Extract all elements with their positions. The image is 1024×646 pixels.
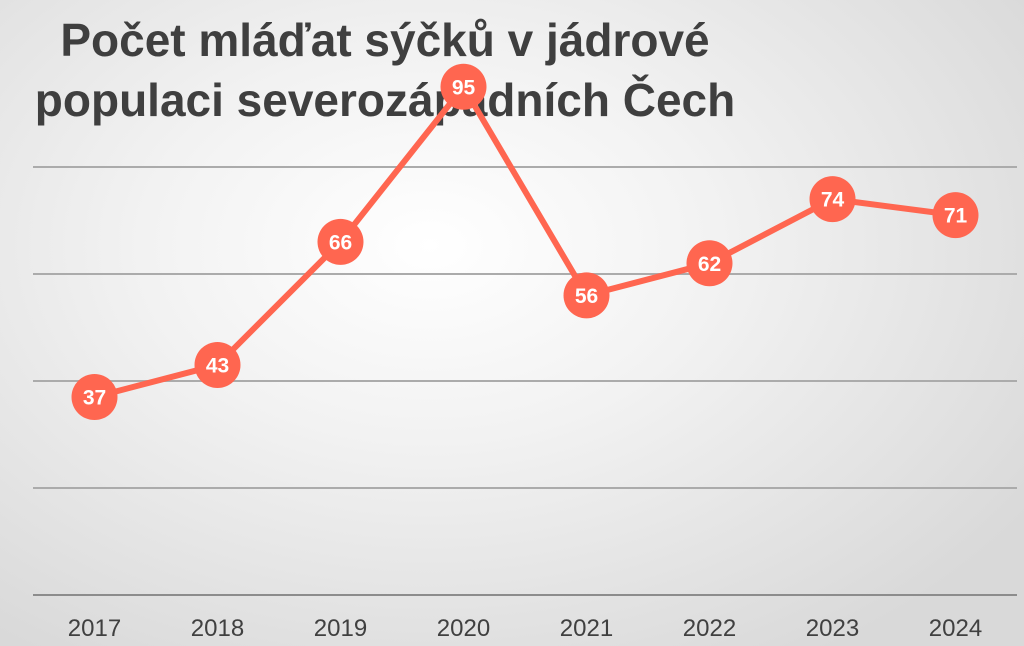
x-tick-label: 2023 bbox=[806, 615, 859, 642]
data-point: 71 bbox=[932, 192, 979, 239]
data-point: 74 bbox=[809, 176, 856, 223]
point-value-label: 62 bbox=[698, 253, 721, 276]
point-marker bbox=[194, 341, 241, 388]
x-tick-label: 2021 bbox=[560, 615, 613, 642]
point-value-label: 66 bbox=[329, 231, 352, 254]
chart-title: Počet mláďat sýčků v jádrové populaci se… bbox=[34, 14, 736, 126]
data-point: 95 bbox=[440, 63, 487, 110]
x-tick-label: 2017 bbox=[68, 615, 121, 642]
point-value-label: 74 bbox=[821, 189, 845, 212]
point-marker bbox=[440, 63, 487, 110]
x-tick-label: 2018 bbox=[191, 615, 244, 642]
data-point: 62 bbox=[686, 240, 733, 287]
x-tick-label: 2022 bbox=[683, 615, 736, 642]
x-tick-label: 2020 bbox=[437, 615, 490, 642]
point-value-label: 95 bbox=[452, 76, 476, 99]
point-value-label: 71 bbox=[944, 205, 968, 228]
point-value-label: 56 bbox=[575, 285, 598, 308]
point-value-label: 43 bbox=[206, 354, 229, 377]
x-tick-label: 2019 bbox=[314, 615, 367, 642]
point-marker bbox=[317, 218, 364, 265]
series-line-layer bbox=[91, 83, 959, 401]
point-marker bbox=[809, 176, 856, 223]
point-marker bbox=[686, 240, 733, 287]
data-point: 43 bbox=[194, 341, 241, 388]
x-tick-label: 2024 bbox=[929, 615, 982, 642]
point-value-label: 37 bbox=[83, 387, 106, 410]
gridlines bbox=[33, 166, 1017, 596]
series-line bbox=[91, 83, 959, 401]
data-point: 66 bbox=[317, 218, 364, 265]
data-points: 37 43 66 95 56 62 74 71 bbox=[71, 63, 979, 421]
point-marker bbox=[932, 192, 979, 239]
point-marker bbox=[71, 374, 118, 421]
point-marker bbox=[563, 272, 610, 319]
x-axis-ticks: 2017 2018 2019 2020 2021 2022 2023 2024 bbox=[68, 615, 982, 642]
data-point: 37 bbox=[71, 374, 118, 421]
data-point: 56 bbox=[563, 272, 610, 319]
